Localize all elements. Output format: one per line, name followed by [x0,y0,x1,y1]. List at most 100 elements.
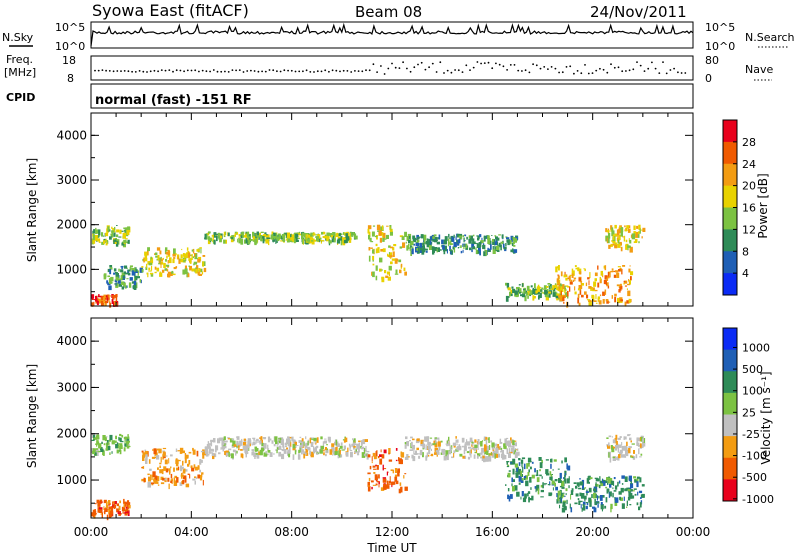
data-cell [498,453,501,458]
data-cell [410,250,412,256]
data-cell [534,486,537,489]
data-cell [628,298,631,304]
data-cell [546,286,549,288]
data-cell [202,479,204,486]
data-cell [294,441,297,446]
nave-tick-low: 0 [705,72,712,85]
data-cell [565,493,567,496]
data-cell [200,450,204,453]
data-cell [534,468,536,473]
nave-label: Nave [745,63,773,76]
data-cell [95,296,98,302]
data-cell [137,276,140,279]
data-cell [614,224,617,229]
data-cell [277,235,279,237]
data-cell [109,301,111,304]
data-cell [476,455,478,459]
colorbar-swatch [723,371,737,394]
data-cell [301,238,304,244]
data-cell [582,484,584,489]
data-cell [322,236,325,238]
data-cell [92,230,94,234]
data-cell [607,276,610,279]
data-cell [491,446,495,450]
data-cell [349,445,352,449]
power-colorbar-label: Power [dB] [756,173,770,238]
data-cell [96,229,99,233]
data-cell [483,444,486,449]
freq-dot [116,70,119,72]
data-cell [126,241,128,244]
data-cell [173,477,176,484]
data-cell [247,236,249,243]
data-cell [569,274,572,277]
data-cell [531,474,535,479]
data-cell [519,288,522,292]
data-cell [639,502,642,508]
data-cell [351,443,354,447]
data-cell [428,447,430,449]
data-cell [425,444,427,450]
data-cell [612,487,614,490]
data-cell [305,436,307,440]
data-cell [169,271,173,276]
data-cell [448,241,450,245]
data-cell [278,445,282,450]
data-cell [111,226,113,229]
data-cell [287,449,291,454]
data-cell [141,466,144,469]
data-cell [638,241,640,244]
data-cell [192,449,196,455]
data-cell [618,491,622,495]
data-cell [165,264,170,267]
data-cell [400,451,403,457]
data-cell [620,230,623,237]
data-cell [331,236,335,243]
data-cell [271,440,274,444]
data-cell [426,453,428,458]
data-cell [166,266,169,268]
data-cell [404,442,407,445]
y-tick-label: 1000 [56,262,87,276]
data-cell [368,255,371,262]
data-cell [223,235,226,237]
data-cell [192,256,195,259]
data-cell [357,444,359,450]
data-cell [633,450,635,454]
data-cell [585,491,589,493]
data-cell [177,256,180,260]
data-cell [284,442,287,445]
data-cell [382,248,386,253]
data-cell [443,249,446,255]
data-cell [498,244,500,246]
data-cell [620,299,623,302]
freq-dot [153,69,156,72]
data-cell [611,268,614,271]
data-cell [220,437,224,441]
data-cell [375,483,378,486]
data-cell [435,450,440,455]
data-cell [455,439,459,443]
data-cell [95,300,97,304]
colorbar-tick-label: 16 [742,202,756,215]
data-cell [112,228,116,233]
data-cell [99,447,103,451]
data-cell [120,230,124,232]
data-cell [146,272,149,275]
data-cell [378,456,380,459]
data-cell [416,248,419,251]
data-cell [570,494,572,500]
data-cell [168,483,170,490]
data-cell [584,291,587,295]
data-cell [388,480,391,484]
data-cell [184,255,187,262]
data-cell [611,227,614,233]
data-cell [344,238,346,240]
data-cell [93,437,96,440]
data-cell [627,290,631,297]
data-cell [395,459,398,462]
data-cell [491,452,495,458]
data-cell [406,441,409,446]
data-cell [595,493,597,499]
data-cell [372,225,376,227]
